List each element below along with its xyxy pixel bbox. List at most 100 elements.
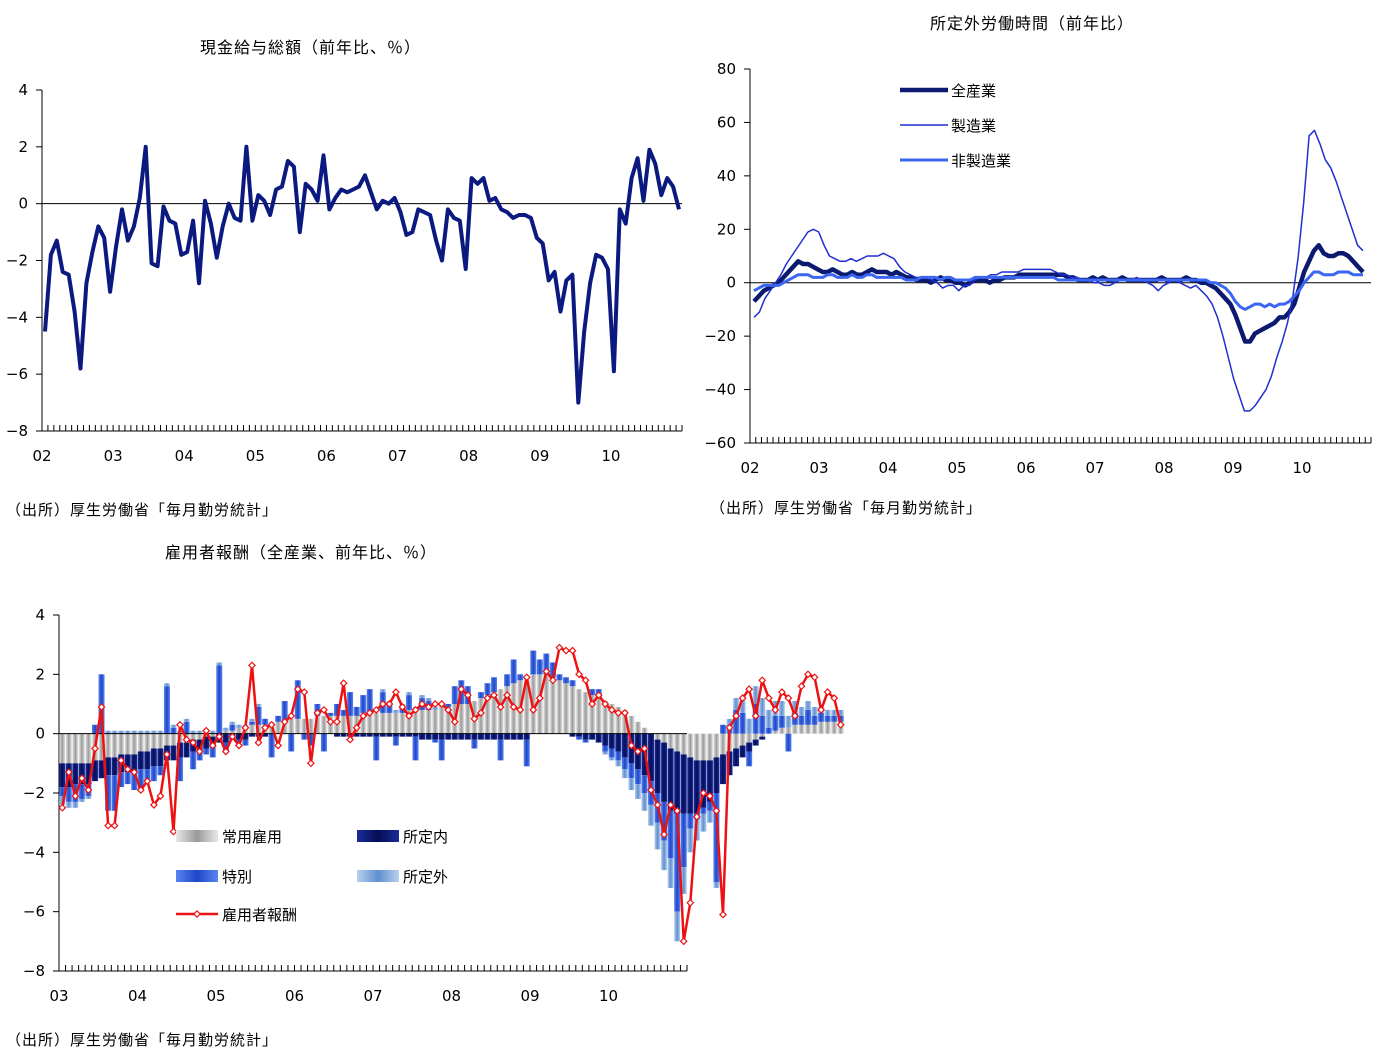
- line-marker: [457, 685, 466, 694]
- line-marker: [705, 792, 714, 800]
- y-tick-label: −2: [23, 784, 45, 802]
- bar-overtime: [785, 715, 792, 728]
- line-marker: [764, 694, 773, 703]
- bar-scheduled: [654, 739, 661, 793]
- line-marker: [450, 717, 459, 726]
- bar-regular-employment: [229, 730, 236, 734]
- bar-special: [608, 748, 615, 758]
- bar-regular-employment: [602, 701, 609, 734]
- bar-overtime: [124, 730, 131, 734]
- bar-special: [353, 706, 360, 716]
- series-line-total-wages: [43, 144, 681, 405]
- line-marker: [274, 741, 283, 750]
- bar-scheduled: [425, 733, 432, 740]
- bar-overtime: [235, 724, 242, 728]
- bar-scheduled: [471, 733, 478, 740]
- legend-swatch: [176, 830, 218, 842]
- bar-special: [360, 695, 367, 713]
- bar-special: [582, 739, 589, 743]
- bar-scheduled: [379, 733, 386, 737]
- bar-regular-employment: [778, 727, 785, 734]
- bar-overtime: [634, 784, 641, 799]
- bar-regular-employment: [569, 686, 576, 734]
- bar-regular-employment: [235, 727, 242, 734]
- bar-scheduled: [510, 733, 517, 740]
- bar-regular-employment: [484, 695, 491, 734]
- legend-swatch: [357, 830, 399, 842]
- line-markers: [58, 643, 845, 946]
- bar-special: [307, 733, 314, 746]
- x-tick-label: 06: [285, 987, 304, 1005]
- bar-scheduled: [183, 742, 190, 758]
- bar-regular-employment: [137, 733, 144, 752]
- bar-overtime: [706, 810, 713, 823]
- line-marker: [418, 700, 427, 708]
- bar-scheduled: [399, 733, 406, 737]
- line-marker: [745, 685, 754, 694]
- line-marker: [614, 708, 623, 717]
- line-marker: [568, 646, 577, 655]
- line-marker: [162, 750, 171, 759]
- line-marker: [136, 786, 145, 794]
- bar-special: [785, 733, 792, 752]
- bar-regular-employment: [674, 733, 681, 752]
- bar-overtime: [765, 709, 772, 728]
- bar-scheduled: [726, 751, 733, 776]
- line-marker: [797, 682, 806, 691]
- bar-special: [111, 775, 118, 811]
- bar-special: [517, 674, 524, 681]
- bar-scheduled: [373, 733, 380, 737]
- source-note: （出所）厚生労働省「毎月勤労統計」: [6, 501, 279, 519]
- line-marker: [182, 735, 191, 744]
- bar-scheduled: [595, 733, 602, 743]
- bar-scheduled: [582, 733, 589, 740]
- bar-overtime: [392, 709, 399, 713]
- bar-special: [615, 751, 622, 761]
- bar-regular-employment: [523, 677, 530, 734]
- bar-overtime: [739, 698, 746, 713]
- bar-special: [320, 733, 327, 752]
- x-tick-label: 10: [1292, 459, 1311, 477]
- bar-regular-employment: [59, 733, 66, 764]
- line-marker: [562, 646, 570, 655]
- bar-regular-employment: [118, 733, 125, 755]
- line-marker: [686, 898, 695, 907]
- line-marker: [110, 821, 119, 830]
- bar-special: [759, 715, 766, 734]
- series-line-manufacturing: [753, 129, 1364, 412]
- line-marker: [405, 711, 413, 720]
- bar-special: [222, 742, 229, 752]
- bar-regular-employment: [419, 709, 426, 734]
- y-tick-label: 0: [35, 725, 45, 743]
- bar-special: [157, 766, 164, 776]
- bar-scheduled: [203, 736, 210, 749]
- line-marker: [607, 705, 616, 714]
- bar-special: [451, 686, 458, 704]
- bar-scheduled: [589, 733, 596, 740]
- bar-overtime: [432, 706, 439, 710]
- bar-scheduled: [334, 733, 341, 737]
- line-marker: [640, 744, 649, 753]
- bar-regular-employment: [615, 706, 622, 734]
- bar-scheduled: [517, 733, 524, 740]
- bar-overtime: [602, 751, 609, 755]
- bar-scheduled: [491, 733, 498, 740]
- bar-scheduled: [170, 745, 177, 761]
- chart-total-cash-wages: 現金給与総額（前年比、％） 4 2 0 −2 −4 −6 −8 02 03 04 05 06 07 08 0…: [0, 0, 700, 530]
- bar-special: [543, 653, 550, 675]
- bar-special: [700, 807, 707, 814]
- bar-overtime: [661, 840, 668, 871]
- line-marker: [319, 705, 328, 714]
- bar-overtime: [791, 701, 798, 713]
- bar-regular-employment: [824, 721, 831, 734]
- bar-special: [621, 757, 628, 770]
- bar-overtime: [255, 704, 262, 707]
- line-marker: [444, 705, 453, 714]
- bar-scheduled: [157, 748, 164, 767]
- bar-overtime: [170, 724, 177, 728]
- bar-special: [288, 733, 295, 752]
- y-tick-label: 0: [726, 274, 736, 292]
- legend-manufacturing: 製造業: [900, 117, 996, 135]
- x-tick-label: 08: [1154, 459, 1173, 477]
- bar-overtime: [759, 698, 766, 716]
